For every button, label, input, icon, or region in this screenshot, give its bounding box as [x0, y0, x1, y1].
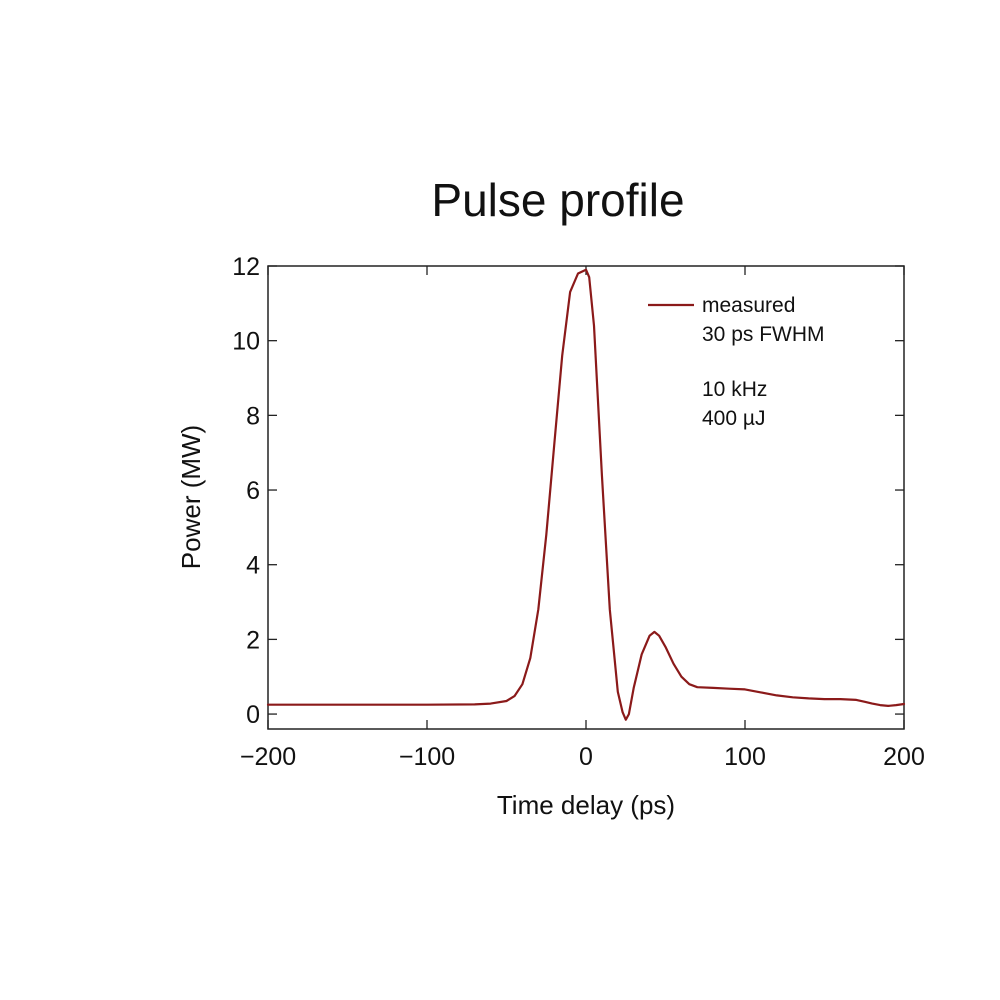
annotation-fwhm: 30 ps FWHM: [702, 323, 825, 346]
y-tick-label: 12: [232, 253, 260, 281]
ticks-layer: −200 −100 0 100 200 0 2 4 6 8 10 12: [232, 253, 925, 771]
y-tick-label: 10: [232, 328, 260, 356]
y-tick-label: 2: [246, 626, 260, 654]
y-tick-label: 0: [246, 701, 260, 729]
x-tick-label: −100: [399, 743, 455, 771]
series-line-measured: [266, 268, 906, 721]
annotation-rep-rate: 10 kHz: [702, 378, 767, 401]
x-tick-label: 100: [724, 743, 766, 771]
x-axis-label: Time delay (ps): [497, 790, 675, 820]
legend-label-measured: measured: [702, 294, 795, 317]
y-tick-label: 8: [246, 402, 260, 430]
x-tick-label: 0: [579, 743, 593, 771]
chart-title: Pulse profile: [431, 174, 684, 226]
x-tick-label: −200: [240, 743, 296, 771]
annotation-pulse-energy: 400 µJ: [702, 407, 765, 430]
y-tick-label: 6: [246, 477, 260, 505]
x-tick-label: 200: [883, 743, 925, 771]
y-axis-label: Power (MW): [176, 425, 206, 569]
y-tick-label: 4: [246, 552, 260, 580]
